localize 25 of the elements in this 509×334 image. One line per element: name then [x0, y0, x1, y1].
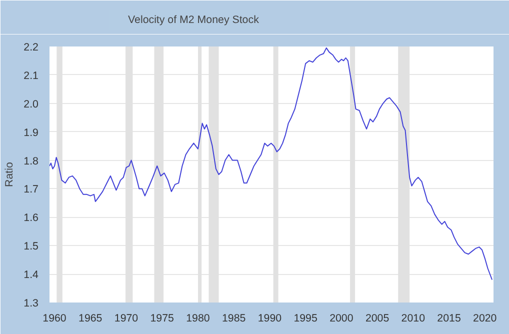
y-axis-title: Ratio [4, 162, 16, 187]
y-tick-label: 1.8 [24, 155, 39, 168]
x-tick-label: 2005 [365, 312, 390, 324]
x-tick-label: 1970 [114, 312, 138, 324]
x-tick-label: 2020 [473, 312, 497, 324]
x-tick-label: 2010 [401, 312, 426, 324]
y-tick-label: 2.0 [24, 98, 39, 110]
x-tick-label: 1995 [294, 312, 318, 324]
y-tick-label: 1.4 [24, 269, 39, 282]
x-tick-label: 1960 [42, 312, 66, 324]
x-tick-label: 1985 [222, 312, 246, 324]
x-tick-label: 2015 [437, 312, 461, 324]
text: Velocity of M2 Money Stock [128, 14, 259, 26]
y-tick-label: 1.6 [24, 212, 39, 224]
y-tick-label: 2.1 [24, 70, 39, 82]
y-tick-label: 2.2 [24, 42, 39, 54]
x-tick-label: 1965 [78, 312, 102, 324]
y-tick-label: 1.3 [24, 298, 39, 310]
x-tick-label: 2000 [330, 312, 354, 324]
y-tick-label: 1.9 [24, 126, 39, 139]
x-tick-label: 1990 [258, 312, 282, 324]
x-tick-label: 1980 [186, 312, 210, 324]
y-tick-label: 1.5 [24, 240, 39, 253]
x-tick-label: 1975 [150, 312, 174, 324]
y-tick-label: 1.7 [24, 184, 39, 196]
